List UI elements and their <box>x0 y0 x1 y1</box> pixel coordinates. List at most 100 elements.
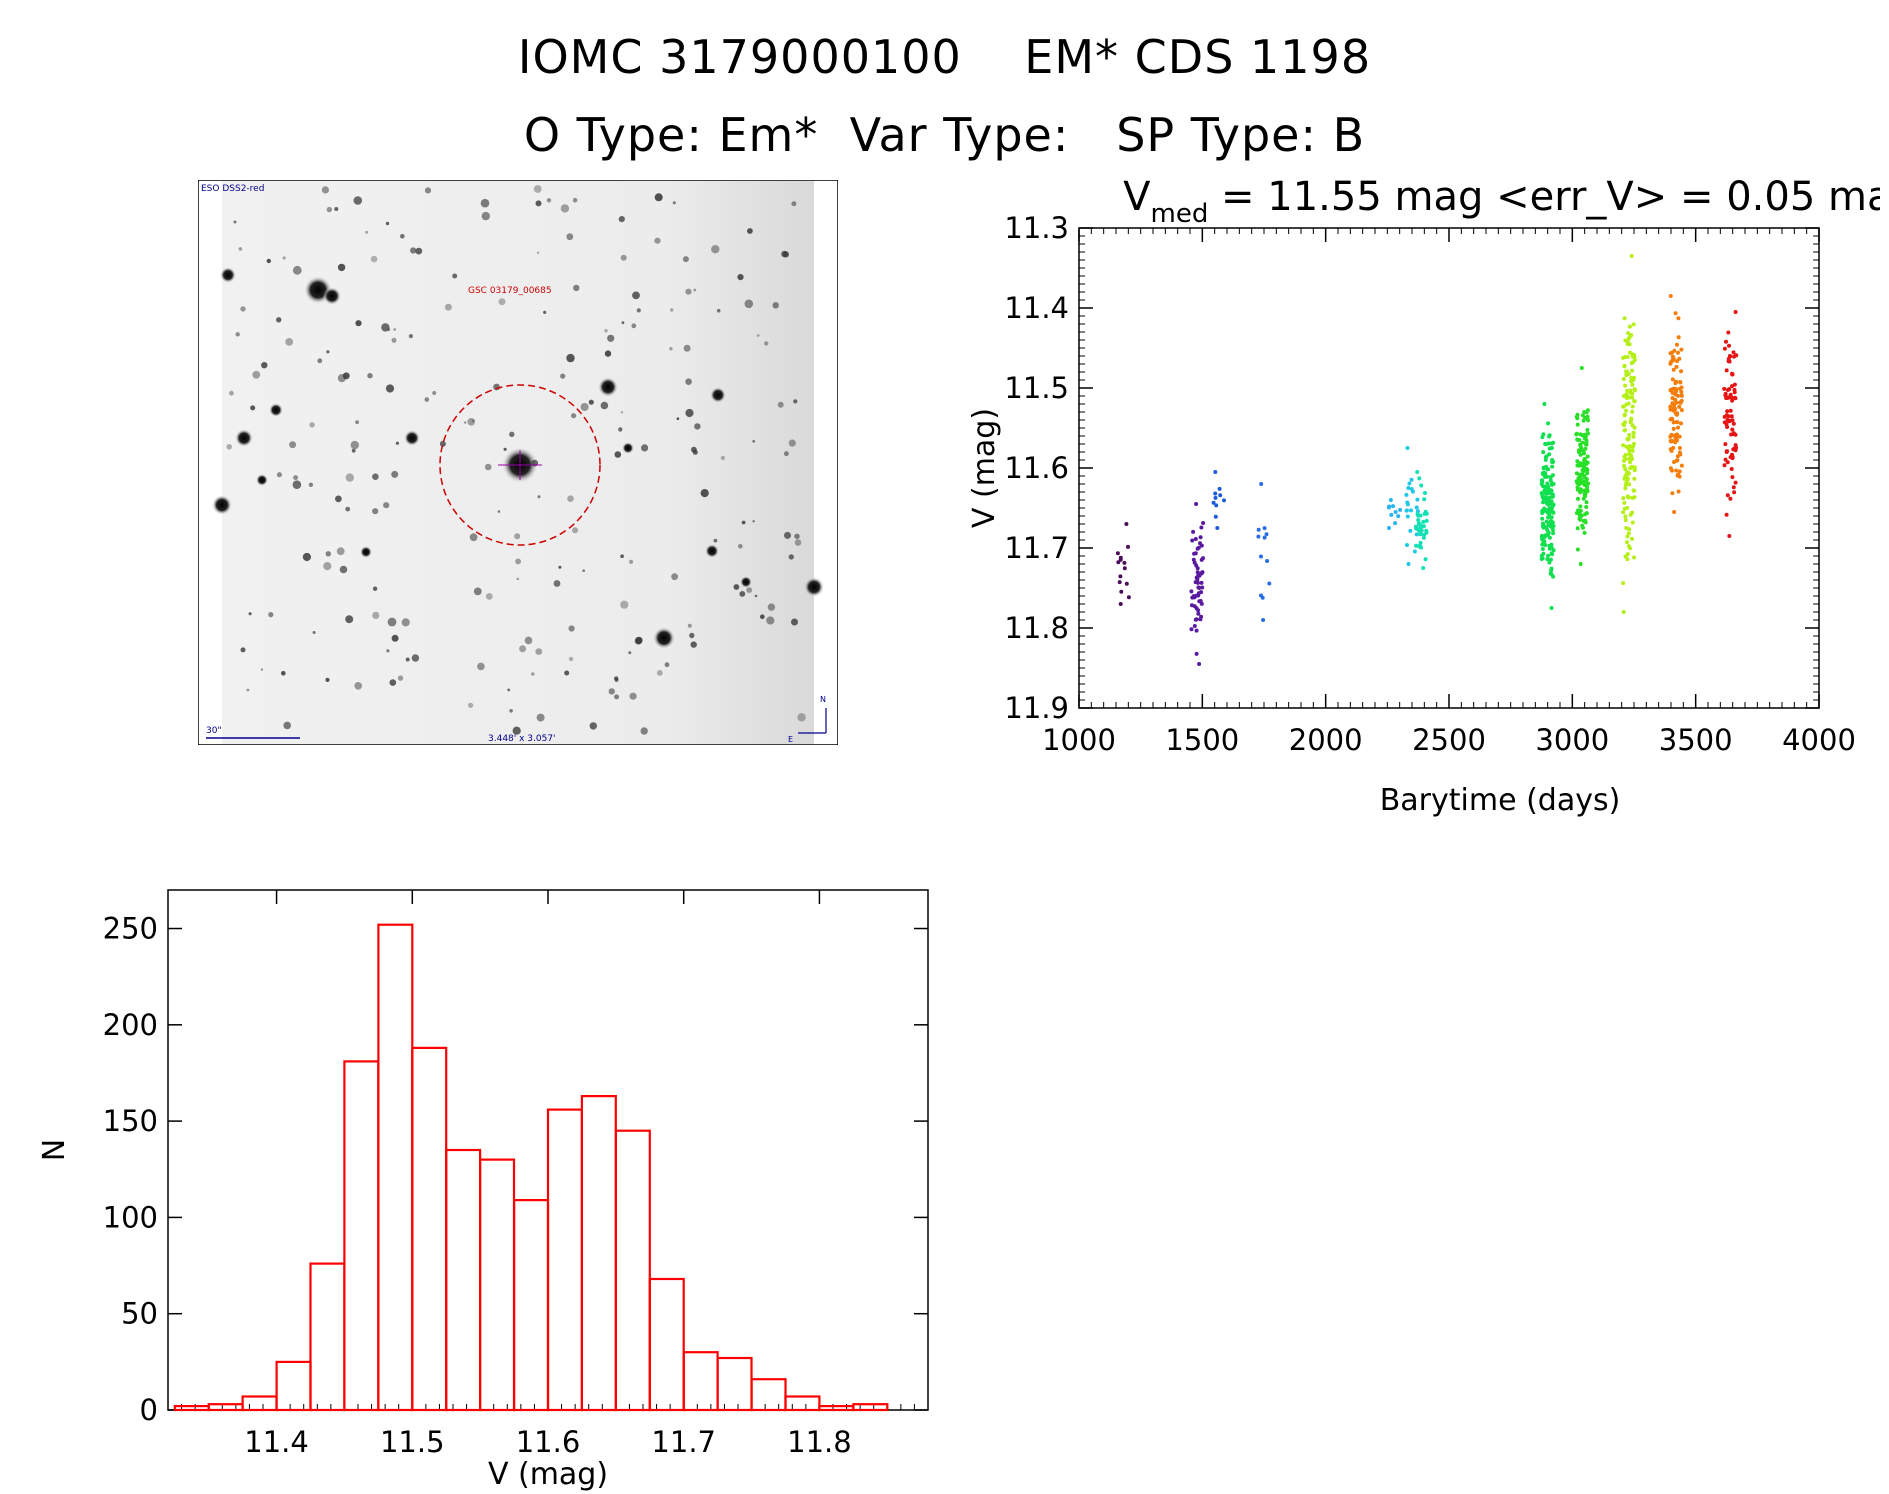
star <box>560 373 566 379</box>
y-tick-label: 11.3 <box>1004 211 1069 245</box>
data-point <box>1415 512 1420 516</box>
data-point <box>1213 514 1218 519</box>
star <box>335 495 342 503</box>
histogram-bar <box>241 1395 278 1412</box>
data-point <box>1729 414 1734 419</box>
star <box>289 441 297 449</box>
histogram-bar <box>818 1404 855 1412</box>
data-point <box>1124 581 1129 586</box>
data-point <box>1405 446 1410 450</box>
data-point <box>1540 494 1545 499</box>
data-point <box>1414 532 1419 537</box>
star <box>464 421 467 424</box>
data-point <box>1734 353 1739 358</box>
star <box>400 234 405 239</box>
data-point <box>1725 388 1730 392</box>
compass-north-label: N <box>820 695 826 704</box>
histogram-bar <box>343 1060 380 1412</box>
data-point <box>1548 571 1553 576</box>
star <box>354 682 362 690</box>
star <box>432 391 437 395</box>
data-point <box>1387 526 1391 530</box>
data-point <box>1622 458 1626 463</box>
star <box>656 670 663 676</box>
star <box>317 358 323 364</box>
data-point <box>1623 338 1628 343</box>
data-point <box>1424 528 1429 533</box>
data-point <box>1545 482 1550 487</box>
data-point <box>1722 414 1727 419</box>
data-point <box>1574 432 1579 437</box>
title-v-symbol: V <box>1123 174 1151 220</box>
star <box>744 299 754 309</box>
data-point <box>1679 408 1684 413</box>
data-point <box>1543 525 1548 530</box>
data-point <box>1675 458 1680 463</box>
star <box>767 603 776 611</box>
data-point <box>1396 514 1401 519</box>
data-point <box>1625 534 1630 539</box>
star <box>246 688 250 692</box>
data-point <box>1544 519 1549 524</box>
data-point <box>1575 487 1580 492</box>
data-point <box>1625 437 1630 441</box>
data-point <box>1126 544 1130 549</box>
data-point <box>1578 512 1583 517</box>
data-point <box>1405 500 1410 505</box>
object-id: IOMC 3179000100 <box>517 30 962 84</box>
star <box>493 383 500 391</box>
data-point <box>1256 527 1261 532</box>
data-point <box>1678 380 1683 385</box>
histogram-bars <box>173 923 889 1412</box>
data-point <box>1629 254 1634 258</box>
data-point <box>1583 432 1588 437</box>
data-point <box>1191 557 1196 562</box>
data-point <box>1196 545 1201 550</box>
data-point <box>1672 510 1677 514</box>
star <box>693 288 697 292</box>
data-point <box>1621 581 1626 586</box>
star <box>713 538 718 543</box>
data-point <box>1631 488 1636 493</box>
data-point <box>1543 543 1548 547</box>
star <box>248 612 252 616</box>
star <box>353 196 363 205</box>
data-point <box>1199 557 1204 562</box>
variability-type: Var Type: <box>849 108 1070 162</box>
data-point <box>1540 471 1545 476</box>
data-point <box>1668 388 1673 393</box>
x-tick-label: 4000 <box>1782 723 1856 757</box>
data-point <box>1725 425 1730 429</box>
survey-label: ESO DSS2-red <box>201 184 264 194</box>
spectral-type: SP Type: B <box>1116 108 1366 162</box>
star <box>240 647 246 653</box>
star <box>737 274 744 281</box>
star <box>404 430 420 446</box>
histogram-bar <box>513 1199 550 1412</box>
data-point <box>1418 523 1423 528</box>
data-point <box>1585 428 1590 432</box>
star <box>777 401 784 408</box>
data-point <box>1728 496 1733 501</box>
star <box>560 204 570 213</box>
star <box>628 651 632 655</box>
data-point <box>1732 390 1737 395</box>
data-point <box>1722 420 1727 425</box>
star <box>566 353 575 363</box>
star <box>323 562 332 571</box>
data-point <box>1547 446 1552 451</box>
star <box>372 586 378 591</box>
data-point <box>1623 428 1627 433</box>
data-point <box>1414 543 1419 548</box>
star <box>794 533 800 539</box>
star-field <box>212 185 824 735</box>
data-point <box>1545 474 1550 479</box>
data-point <box>1623 420 1627 425</box>
y-tick-label: 0 <box>140 1393 158 1427</box>
star <box>326 350 330 354</box>
x-tick-label: 11.8 <box>787 1425 852 1459</box>
star <box>654 193 663 202</box>
data-point <box>1624 369 1629 374</box>
star <box>503 447 507 451</box>
data-point <box>1218 493 1223 498</box>
